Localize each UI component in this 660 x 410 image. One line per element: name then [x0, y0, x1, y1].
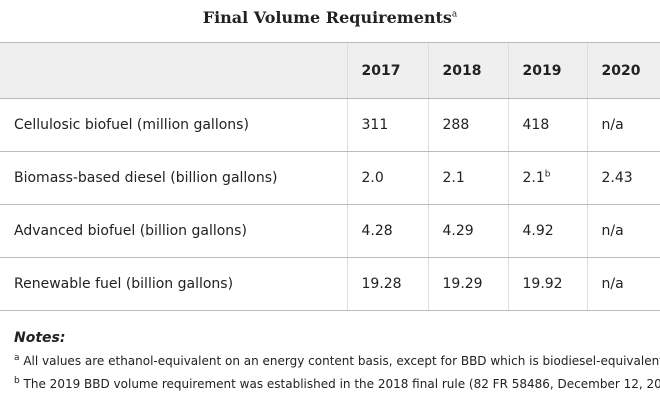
- row-label: Cellulosic biofuel (million gallons): [0, 98, 347, 152]
- table-cell: 19.92: [507, 257, 587, 311]
- table-cell: 288: [427, 98, 508, 152]
- table: 2017 2018 2019 2020 Cellulosic biofuel (mill…: [0, 42, 660, 311]
- header-cell: 2018: [427, 42, 508, 99]
- table-cell: n/a: [586, 257, 660, 311]
- table-cell: 4.29: [427, 204, 508, 258]
- row-label: Advanced biofuel (billion gallons): [0, 204, 347, 258]
- table-cell: 19.28: [346, 257, 428, 311]
- note-marker: b: [14, 376, 20, 386]
- header-cell: 2020: [586, 42, 660, 99]
- table-cell: 2.1: [427, 151, 508, 205]
- table-row: Advanced biofuel (billion gallons) 4.28 4.…: [0, 204, 660, 258]
- notes-heading: Notes:: [14, 330, 66, 346]
- table-cell: 311: [346, 98, 428, 152]
- row-label: Biomass-based diesel (billion gallons): [0, 151, 347, 205]
- cell-text: 2.1: [522, 170, 545, 186]
- title-note: a: [451, 9, 458, 20]
- table-cell: 4.28: [346, 204, 428, 258]
- table-cell: 4.92: [507, 204, 587, 258]
- cell-note: b: [544, 169, 551, 180]
- header-row: 2017 2018 2019 2020: [0, 42, 660, 99]
- header-cell: 2017: [346, 42, 428, 99]
- table-row: Biomass-based diesel (billion gallons) 2.…: [0, 151, 660, 205]
- notes: Notes: a All values are ethanol-equivale…: [14, 330, 660, 400]
- title-text: Final Volume Requirements: [202, 8, 452, 27]
- note-marker: a: [14, 353, 20, 363]
- table-cell: n/a: [586, 204, 660, 258]
- table-cell: n/a: [586, 98, 660, 152]
- table-cell: 418: [507, 98, 587, 152]
- header-cell: 2019: [507, 42, 587, 99]
- table-title: Final Volume Requirementsa: [0, 8, 660, 27]
- note-text: All values are ethanol-equivalent on an …: [23, 354, 660, 368]
- table-cell: 2.43: [586, 151, 660, 205]
- note: a All values are ethanol-equivalent on a…: [14, 353, 660, 369]
- note: b The 2019 BBD volume requirement was es…: [14, 376, 660, 392]
- row-label: Renewable fuel (billion gallons): [0, 257, 347, 311]
- table-cell: 19.29: [427, 257, 508, 311]
- table-cell: 2.1b: [507, 151, 587, 205]
- table-cell: 2.0: [346, 151, 428, 205]
- note-text: The 2019 BBD volume requirement was esta…: [23, 377, 660, 391]
- table-row: Cellulosic biofuel (million gallons) 311 2…: [0, 98, 660, 152]
- header-cell: [0, 42, 347, 99]
- table-row: Renewable fuel (billion gallons) 19.28 19.…: [0, 257, 660, 311]
